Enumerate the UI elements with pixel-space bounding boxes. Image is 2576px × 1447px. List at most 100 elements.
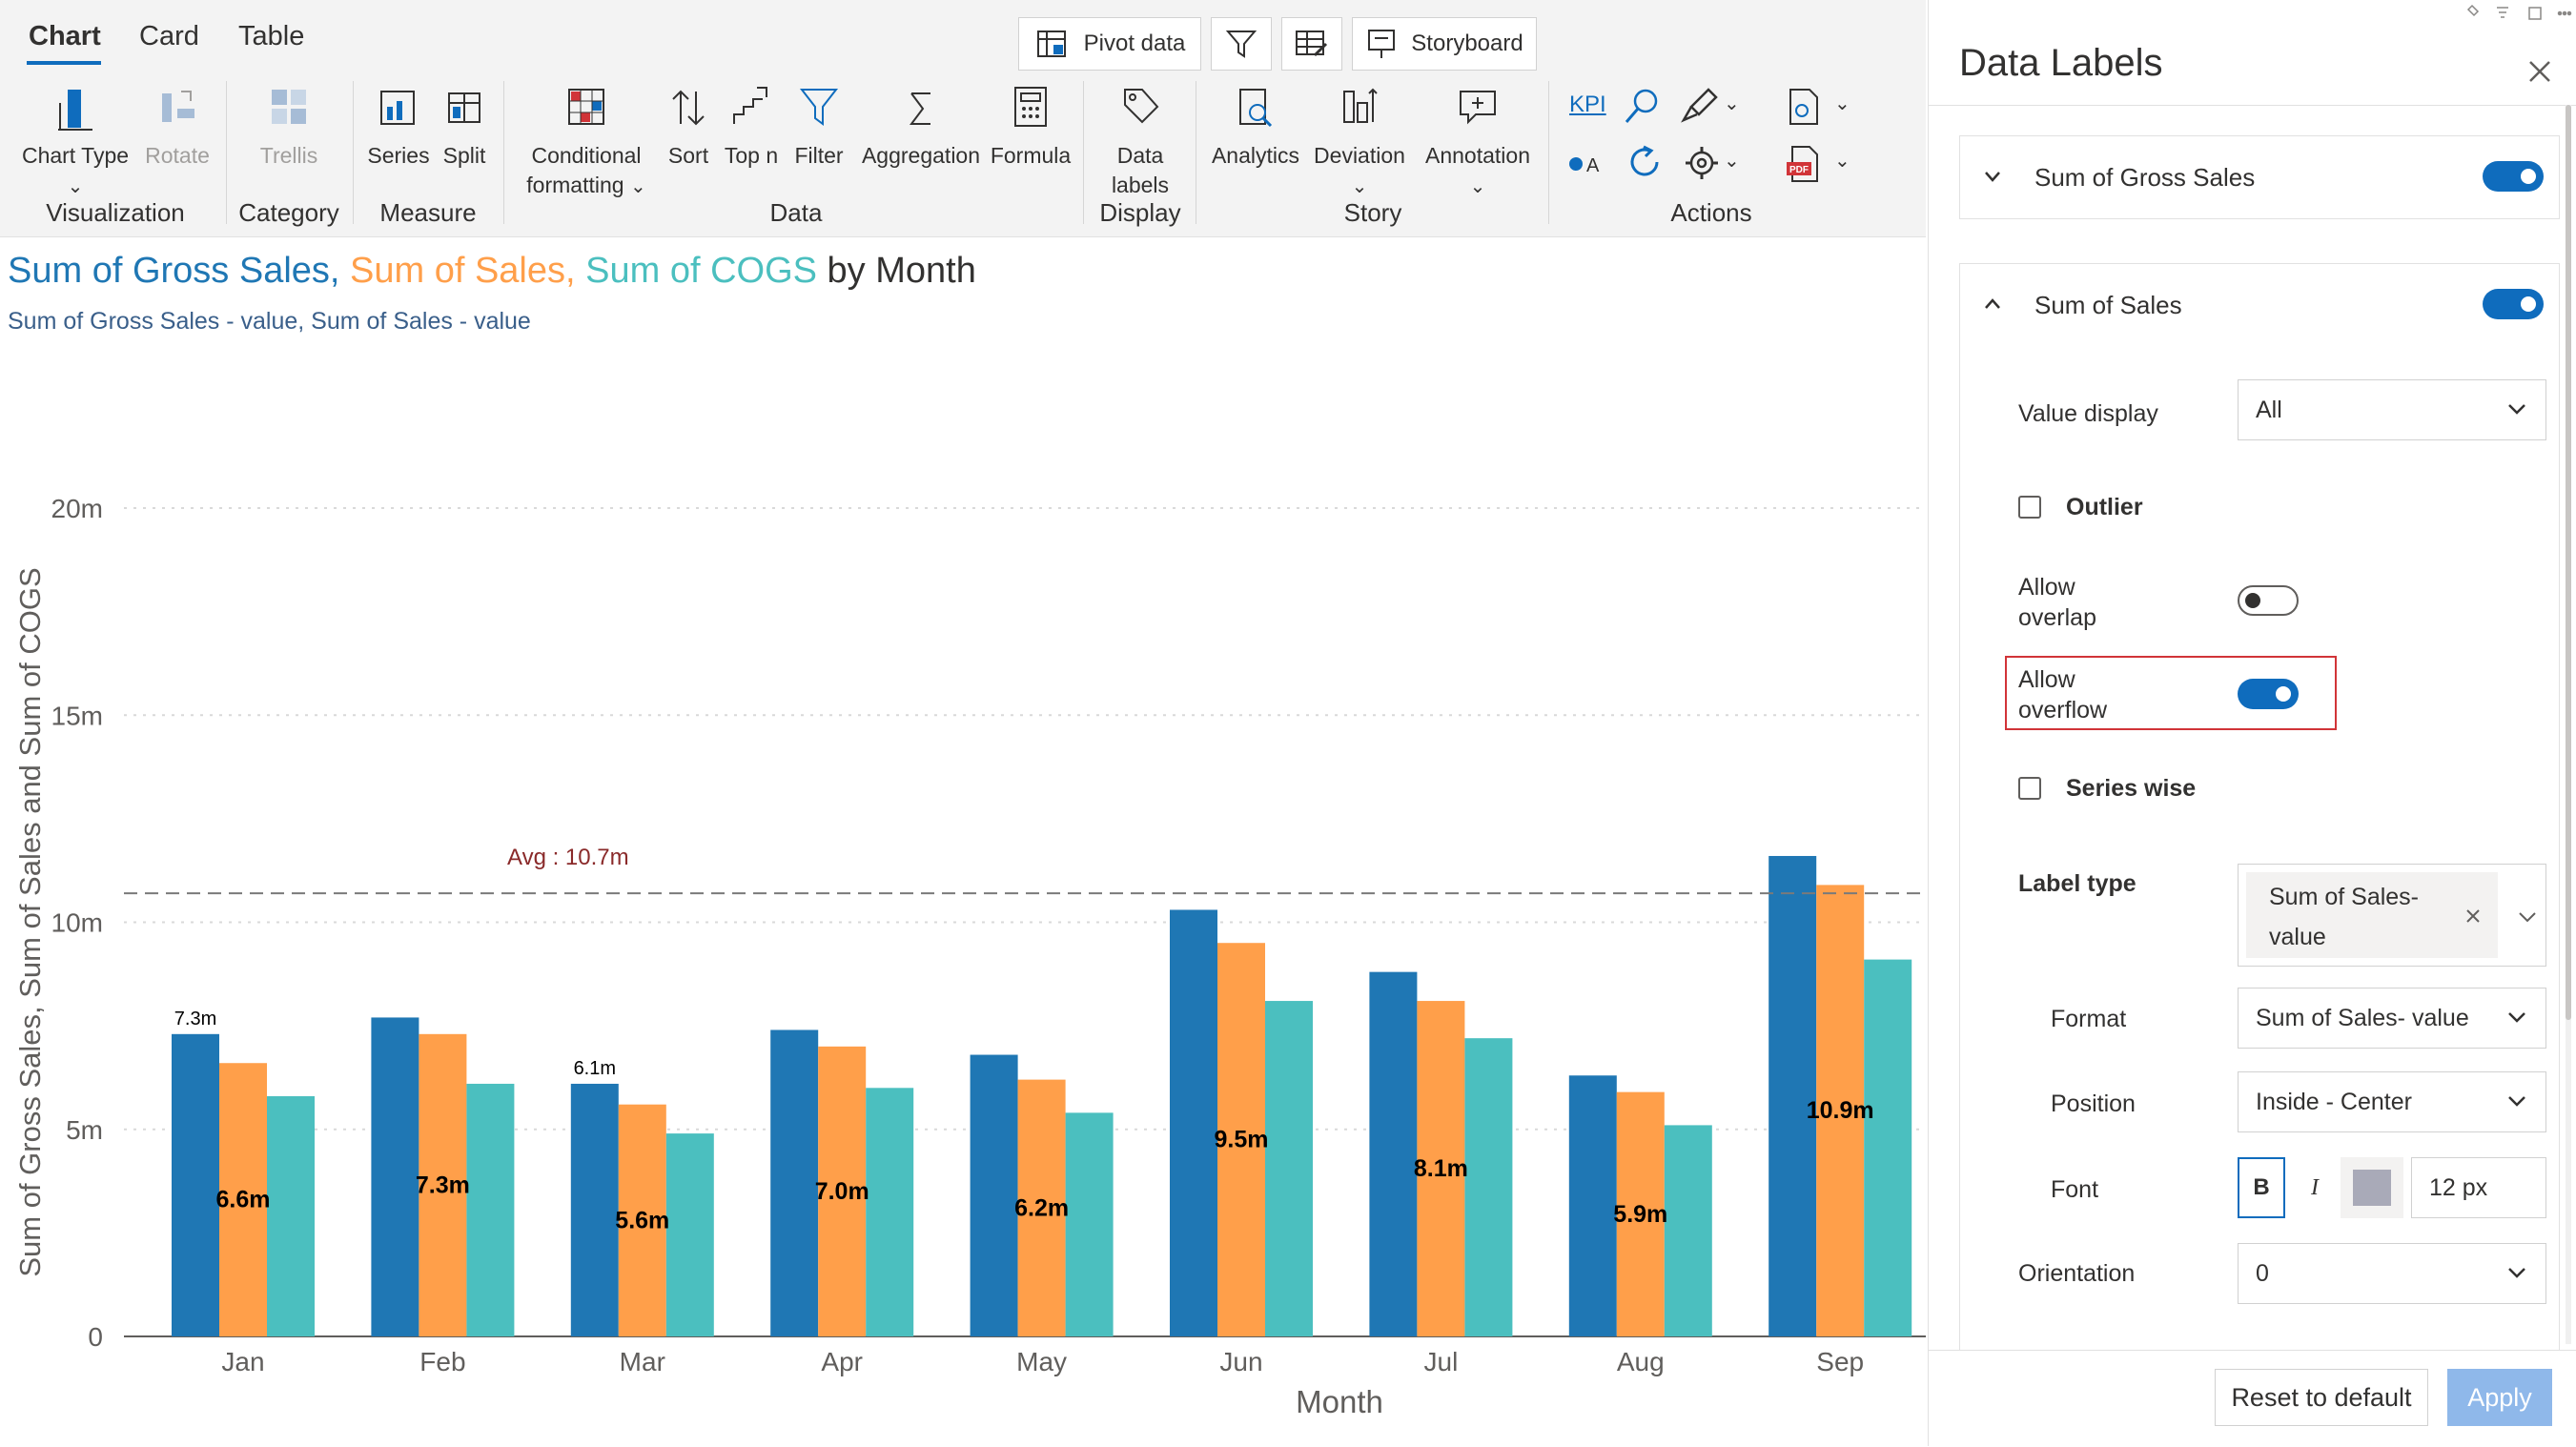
remove-chip-icon[interactable]: [2465, 908, 2481, 924]
italic-button[interactable]: I: [2311, 1174, 2319, 1200]
reset-to-default-button[interactable]: Reset to default: [2215, 1369, 2428, 1426]
x-tick-label: Jun: [1219, 1347, 1262, 1376]
formula-button[interactable]: Formula: [988, 84, 1073, 171]
x-tick-label: Sep: [1816, 1347, 1864, 1376]
tab-chart[interactable]: Chart: [29, 21, 101, 51]
bar-sum-of-gross-sales: [1568, 1075, 1617, 1336]
sort-button[interactable]: Sort: [662, 84, 715, 171]
bar-sum-of-cogs: [1664, 1125, 1712, 1336]
chevron-down-icon[interactable]: [1983, 167, 2002, 186]
value-display-dropdown[interactable]: All: [2238, 379, 2546, 440]
scrollbar[interactable]: [2566, 105, 2571, 1344]
pdf-export-icon[interactable]: PDF: [1783, 143, 1825, 185]
chevron-down-icon[interactable]: ⌄: [1724, 93, 1740, 114]
bar-sum-of-cogs: [466, 1083, 515, 1336]
bold-button[interactable]: B: [2238, 1157, 2285, 1218]
top-n-label: Top n: [724, 143, 779, 168]
series-wise-checkbox[interactable]: [2018, 777, 2041, 800]
analytics-button[interactable]: Analytics: [1203, 84, 1308, 171]
chevron-down-icon: [2519, 912, 2536, 923]
pivot-data-button[interactable]: Pivot data: [1018, 17, 1201, 71]
bar-sum-of-cogs: [267, 1095, 315, 1336]
svg-text:PDF: PDF: [1789, 165, 1809, 175]
x-tick-label: Jul: [1424, 1347, 1459, 1376]
allow-overlap-label-2: overlap: [2018, 604, 2096, 631]
formula-icon: [1014, 87, 1047, 127]
chevron-down-icon[interactable]: ⌄: [1834, 93, 1850, 114]
label-type-select[interactable]: Sum of Sales- value: [2238, 864, 2546, 967]
allow-overflow-label-2: overflow: [2018, 697, 2108, 724]
export-settings-icon[interactable]: [1783, 86, 1825, 128]
tab-table[interactable]: Table: [238, 21, 305, 51]
group-visualization: Visualization: [46, 198, 185, 227]
label-type-label: Label type: [2018, 870, 2136, 897]
series-button[interactable]: Series: [362, 84, 435, 171]
title-by-month: by Month: [816, 251, 976, 291]
chevron-up-icon[interactable]: [1983, 295, 2002, 314]
format-dropdown[interactable]: Sum of Sales- value: [2238, 988, 2546, 1049]
position-dropdown[interactable]: Inside - Center: [2238, 1071, 2546, 1132]
allow-overlap-toggle[interactable]: [2238, 585, 2299, 616]
bar-sum-of-gross-sales: [570, 1083, 619, 1336]
storyboard-label: Storyboard: [1411, 31, 1523, 56]
table-edit-button[interactable]: [1281, 17, 1342, 71]
section-sales-label: Sum of Sales: [2034, 291, 2182, 319]
outlier-checkbox[interactable]: [2018, 496, 2041, 519]
position-value: Inside - Center: [2256, 1088, 2412, 1115]
font-color-button[interactable]: [2341, 1157, 2403, 1218]
pivot-icon: [1036, 31, 1066, 57]
x-axis-title: Month: [1296, 1384, 1383, 1419]
data-labels-button[interactable]: Data labels: [1093, 84, 1188, 200]
filter-button[interactable]: Filter: [787, 84, 850, 171]
x-tick-label: Aug: [1617, 1347, 1665, 1376]
annotation-button[interactable]: Annotation ⌄: [1419, 84, 1537, 202]
bar-sum-of-sales: [419, 1033, 467, 1336]
allow-overflow-toggle[interactable]: [2238, 679, 2299, 709]
search-icon[interactable]: [1621, 86, 1663, 128]
chevron-down-icon[interactable]: ⌄: [1834, 151, 1850, 172]
font-size-input[interactable]: 12 px: [2411, 1157, 2546, 1218]
y-tick-label: 5m: [66, 1115, 103, 1145]
sales-toggle[interactable]: [2483, 289, 2544, 319]
format-value: Sum of Sales- value: [2256, 1004, 2469, 1031]
chevron-down-icon[interactable]: ⌄: [1724, 151, 1740, 172]
gear-icon[interactable]: [1682, 143, 1722, 183]
close-icon[interactable]: [2527, 59, 2552, 84]
chart-title: Sum of Gross Sales, Sum of Sales, Sum of…: [8, 251, 976, 292]
split-label: Split: [442, 143, 486, 168]
filter-icon: [799, 89, 839, 126]
chevron-down-icon: [2508, 1268, 2525, 1278]
chart-type-button[interactable]: Chart Type ⌄: [19, 84, 132, 202]
aggregation-button[interactable]: Aggregation: [854, 84, 988, 171]
rotate-button[interactable]: Rotate: [139, 84, 215, 171]
deviation-button[interactable]: Deviation ⌄: [1310, 84, 1409, 202]
paint-brush-icon[interactable]: [1678, 86, 1720, 128]
filter-settings-button[interactable]: [1211, 17, 1272, 71]
trellis-button[interactable]: Trellis: [243, 84, 335, 171]
kpi-button[interactable]: KPI: [1569, 92, 1606, 117]
scrollbar-thumb[interactable]: [2566, 105, 2571, 1020]
gross-sales-toggle[interactable]: [2483, 161, 2544, 192]
y-tick-label: 20m: [51, 494, 103, 523]
x-tick-label: Mar: [620, 1347, 665, 1376]
apply-button[interactable]: Apply: [2447, 1369, 2552, 1426]
divider: [503, 81, 504, 224]
allow-overlap-label-1: Allow: [2018, 574, 2075, 601]
group-display: Display: [1099, 198, 1181, 227]
data-label-sales: 7.3m: [416, 1172, 470, 1198]
split-button[interactable]: Split: [435, 84, 494, 171]
section-gross-sales[interactable]: Sum of Gross Sales: [1959, 135, 2560, 219]
storyboard-button[interactable]: Storyboard: [1352, 17, 1537, 71]
rotate-label: Rotate: [145, 143, 210, 168]
top-n-button[interactable]: Top n: [717, 84, 786, 171]
refresh-icon[interactable]: [1625, 143, 1665, 183]
x-tick-label: Feb: [419, 1347, 465, 1376]
sort-label: Sort: [667, 143, 709, 168]
divider: [1548, 81, 1549, 224]
bar-sum-of-gross-sales: [970, 1054, 1018, 1336]
legend-icon[interactable]: A: [1567, 145, 1611, 183]
tab-card[interactable]: Card: [139, 21, 199, 51]
orientation-dropdown[interactable]: 0: [2238, 1243, 2546, 1304]
conditional-formatting-button[interactable]: Conditional formatting ⌄: [515, 84, 658, 202]
font-label: Font: [2051, 1176, 2099, 1203]
